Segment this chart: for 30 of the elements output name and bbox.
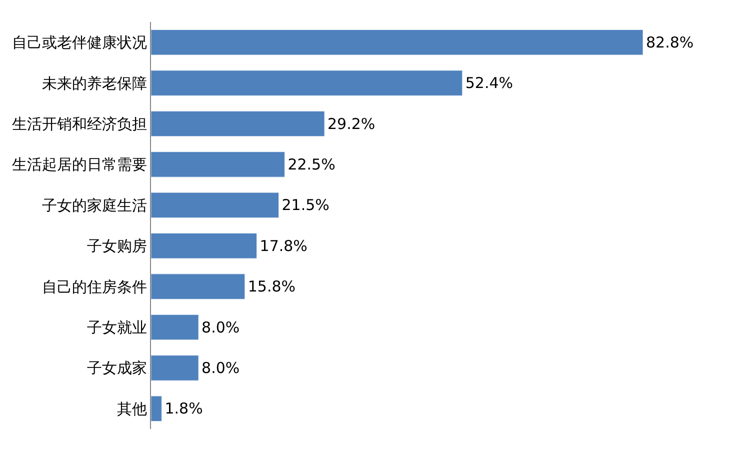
y-tick-label: 未来的养老保障 (42, 74, 147, 92)
bar (151, 192, 279, 218)
data-label: 15.8% (248, 278, 296, 296)
y-tick-label: 子女就业 (87, 318, 147, 336)
data-label: 22.5% (288, 155, 336, 174)
data-label: 52.4% (465, 74, 514, 92)
y-tick-label: 子女成家 (87, 359, 147, 378)
y-tick-label: 子女的家庭生活 (42, 196, 147, 214)
bar (151, 29, 643, 56)
y-tick-label: 自己或老伴健康状况 (12, 34, 147, 52)
y-tick-label: 子女购房 (87, 237, 147, 256)
bar (151, 314, 199, 340)
bar (151, 396, 162, 422)
bar (151, 110, 325, 137)
bar (151, 232, 258, 259)
y-tick-label: 其他 (117, 400, 147, 418)
data-label: 17.8% (260, 236, 308, 255)
bar (151, 70, 463, 96)
y-tick-label: 生活开销和经济负担 (12, 115, 147, 133)
data-label: 82.8% (646, 33, 694, 52)
bar (151, 355, 199, 381)
data-label: 1.8% (164, 400, 203, 418)
data-label: 21.5% (282, 196, 330, 214)
y-tick-label: 自己的住房条件 (42, 278, 147, 296)
data-label: 8.0% (202, 358, 240, 377)
bar (151, 152, 285, 178)
data-label: 29.2% (328, 114, 376, 133)
data-label: 8.0% (202, 318, 240, 336)
bar (151, 274, 246, 300)
y-tick-label: 生活起居的日常需要 (12, 156, 147, 174)
